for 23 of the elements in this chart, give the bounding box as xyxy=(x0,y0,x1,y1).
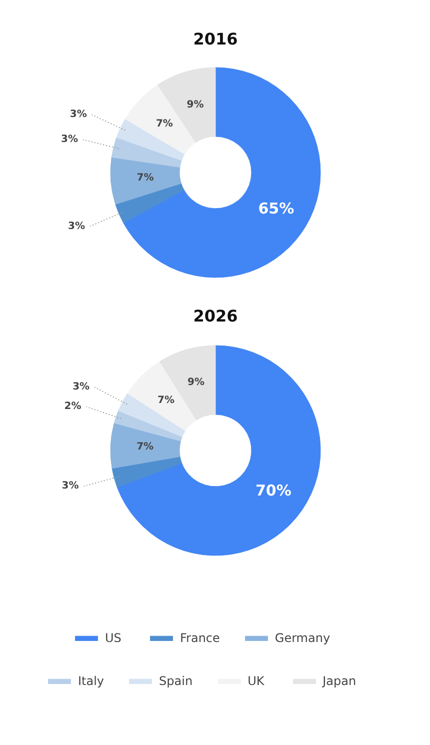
legend-label: France xyxy=(180,631,220,645)
data-label: 7% xyxy=(158,394,175,406)
data-label: 9% xyxy=(188,377,205,388)
legend-label: Japan xyxy=(322,674,356,688)
legend-label: US xyxy=(105,631,122,645)
chart-title: 2026 xyxy=(193,306,238,326)
chart-title: 2016 xyxy=(193,30,238,48)
data-label: 3% xyxy=(68,220,86,232)
data-label: 9% xyxy=(186,99,204,110)
legend-label: Italy xyxy=(78,674,104,688)
data-label: 3% xyxy=(70,109,87,120)
legend-label: Spain xyxy=(159,674,193,688)
data-label: 3% xyxy=(72,382,90,393)
data-label: 3% xyxy=(62,480,79,492)
data-label: 7% xyxy=(136,172,154,184)
data-label: 2% xyxy=(64,401,82,412)
data-label: 70% xyxy=(255,482,292,500)
data-label: 7% xyxy=(136,442,154,453)
data-label: 7% xyxy=(156,118,173,130)
legend-label: Germany xyxy=(274,631,330,645)
data-label: 3% xyxy=(61,134,78,146)
legend-label: UK xyxy=(248,674,266,688)
data-label: 65% xyxy=(258,199,294,218)
